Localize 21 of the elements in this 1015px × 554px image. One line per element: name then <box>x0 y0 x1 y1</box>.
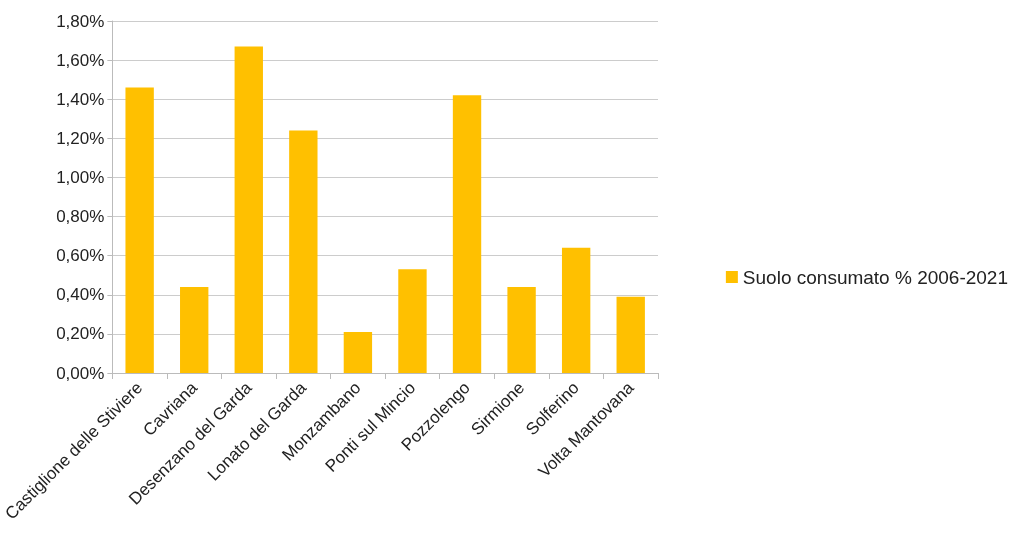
y-tick-label: 0,40% <box>56 285 105 305</box>
y-tick-label: 1,40% <box>56 89 105 109</box>
y-tick-label: 0,80% <box>56 207 105 227</box>
bar <box>507 286 536 373</box>
legend-label: Suolo consumato % 2006-2021 <box>742 266 1009 288</box>
bar <box>125 87 154 373</box>
y-tick-label: 1,00% <box>56 167 105 187</box>
y-tick-label: 0,60% <box>56 246 105 266</box>
bar <box>561 247 591 373</box>
bar <box>234 46 263 373</box>
y-tick-label: 1,60% <box>56 50 105 70</box>
y-tick-label: 1,20% <box>56 128 105 148</box>
bar <box>452 95 482 373</box>
y-tick-label: 1,80% <box>56 11 105 31</box>
bar <box>398 269 427 373</box>
bar <box>180 286 209 373</box>
bar <box>289 130 318 373</box>
y-tick-label: 0,00% <box>56 363 105 383</box>
bar <box>616 296 645 373</box>
bar <box>343 331 373 373</box>
y-tick-label: 0,20% <box>56 324 105 344</box>
